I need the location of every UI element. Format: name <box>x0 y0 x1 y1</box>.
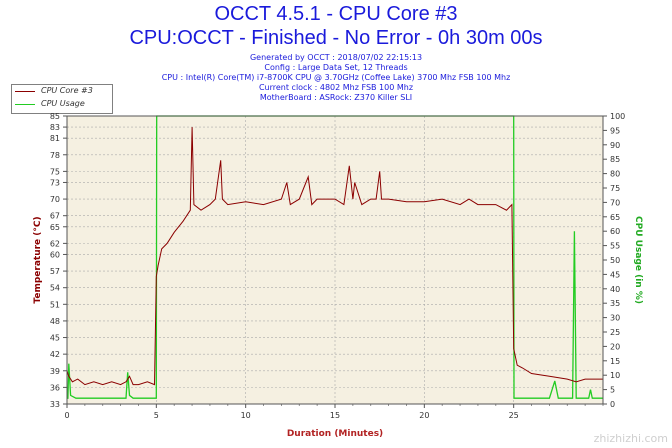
y-axis-label: Temperature (°C) <box>33 216 43 303</box>
legend-label-cpu-usage: CPU Usage <box>41 99 85 108</box>
y2-tick-label: 50 <box>610 256 620 265</box>
y2-tick-label: 95 <box>610 126 620 135</box>
y2-tick-label: 60 <box>610 227 620 236</box>
info-clock: Current clock : 4802 Mhz FSB 100 Mhz <box>258 83 414 92</box>
x-tick-label: 20 <box>419 411 429 420</box>
y2-tick-label: 25 <box>610 328 620 337</box>
y-tick-label: 81 <box>50 134 60 143</box>
info-motherboard: MotherBoard : ASRock: Z370 Killer SLI <box>259 93 413 102</box>
info-config: Config : Large Data Set, 12 Threads <box>264 63 408 72</box>
legend-swatch-cpu-core <box>15 91 35 92</box>
x-tick-label: 0 <box>64 411 69 420</box>
y-tick-label: 45 <box>50 334 60 343</box>
y-tick-label: 36 <box>50 383 60 392</box>
info-cpu: CPU : Intel(R) Core(TM) i7-8700K CPU @ 3… <box>161 73 511 82</box>
y2-tick-label: 75 <box>610 184 620 193</box>
y-tick-label: 39 <box>50 367 60 376</box>
y-tick-label: 60 <box>50 250 60 259</box>
y-tick-label: 57 <box>50 267 60 276</box>
y-tick-label: 85 <box>50 112 60 121</box>
y2-tick-label: 5 <box>610 386 615 395</box>
y-tick-label: 75 <box>50 167 60 176</box>
x-axis-label: Duration (Minutes) <box>287 429 383 439</box>
legend-swatch-cpu-usage <box>15 104 35 105</box>
y2-tick-label: 55 <box>610 242 620 251</box>
y-tick-label: 65 <box>50 223 60 232</box>
y2-tick-label: 45 <box>610 270 620 279</box>
y-tick-label: 42 <box>50 350 60 359</box>
legend-label-cpu-core: CPU Core #3 <box>41 86 93 95</box>
y-axis-left: 33 36 39 42 45 48 51 54 57 60 62 65 67 70 73 75 78 81 83 85 <box>50 112 67 409</box>
plot-border <box>66 115 604 405</box>
info-generated: Generated by OCCT : 2018/07/02 22:15:13 <box>249 53 423 62</box>
y2-tick-label: 15 <box>610 357 620 366</box>
y-tick-label: 62 <box>50 239 60 248</box>
y-tick-label: 83 <box>50 123 60 132</box>
y2-tick-label: 65 <box>610 213 620 222</box>
watermark: zhizhizhi.com <box>594 432 668 445</box>
y-tick-label: 33 <box>50 400 60 409</box>
y-tick-label: 73 <box>50 178 60 187</box>
chart-subtitle: CPU:OCCT - Finished - No Error - 0h 30m … <box>129 27 543 49</box>
x-tick-label: 10 <box>241 411 251 420</box>
x-tick-label: 15 <box>330 411 340 420</box>
y2-tick-label: 85 <box>610 155 620 164</box>
y-tick-label: 48 <box>50 317 60 326</box>
chart-title: OCCT 4.5.1 - CPU Core #3 <box>214 3 458 25</box>
y-axis-right: 0 5 10 15 20 25 30 35 40 45 50 55 60 65 70 75 80 85 90 95 10… <box>603 112 625 409</box>
x-tick-label: 25 <box>509 411 519 420</box>
y-tick-label: 70 <box>50 195 60 204</box>
x-axis: 0 5 10 15 20 25 <box>64 404 604 420</box>
y2-tick-label: 90 <box>610 141 620 150</box>
y2-tick-label: 80 <box>610 170 620 179</box>
y2-tick-label: 10 <box>610 371 620 380</box>
y2-tick-label: 35 <box>610 299 620 308</box>
series-line-cpu-core <box>66 127 603 386</box>
legend: CPU Core #3 CPU Usage <box>11 84 113 114</box>
x-tick-label: 5 <box>154 411 159 420</box>
y2-tick-label: 100 <box>610 112 625 121</box>
y2-tick-label: 40 <box>610 285 620 294</box>
y-tick-label: 51 <box>50 300 60 309</box>
y2-tick-label: 30 <box>610 314 620 323</box>
y2-tick-label: 20 <box>610 342 620 351</box>
y2-tick-label: 0 <box>610 400 615 409</box>
y-tick-label: 67 <box>50 212 60 221</box>
series-line-cpu-usage <box>67 115 603 399</box>
y-tick-label: 78 <box>50 151 60 160</box>
y2-axis-label: CPU Usage (in %) <box>633 216 643 304</box>
y-tick-label: 54 <box>50 284 60 293</box>
y2-tick-label: 70 <box>610 198 620 207</box>
